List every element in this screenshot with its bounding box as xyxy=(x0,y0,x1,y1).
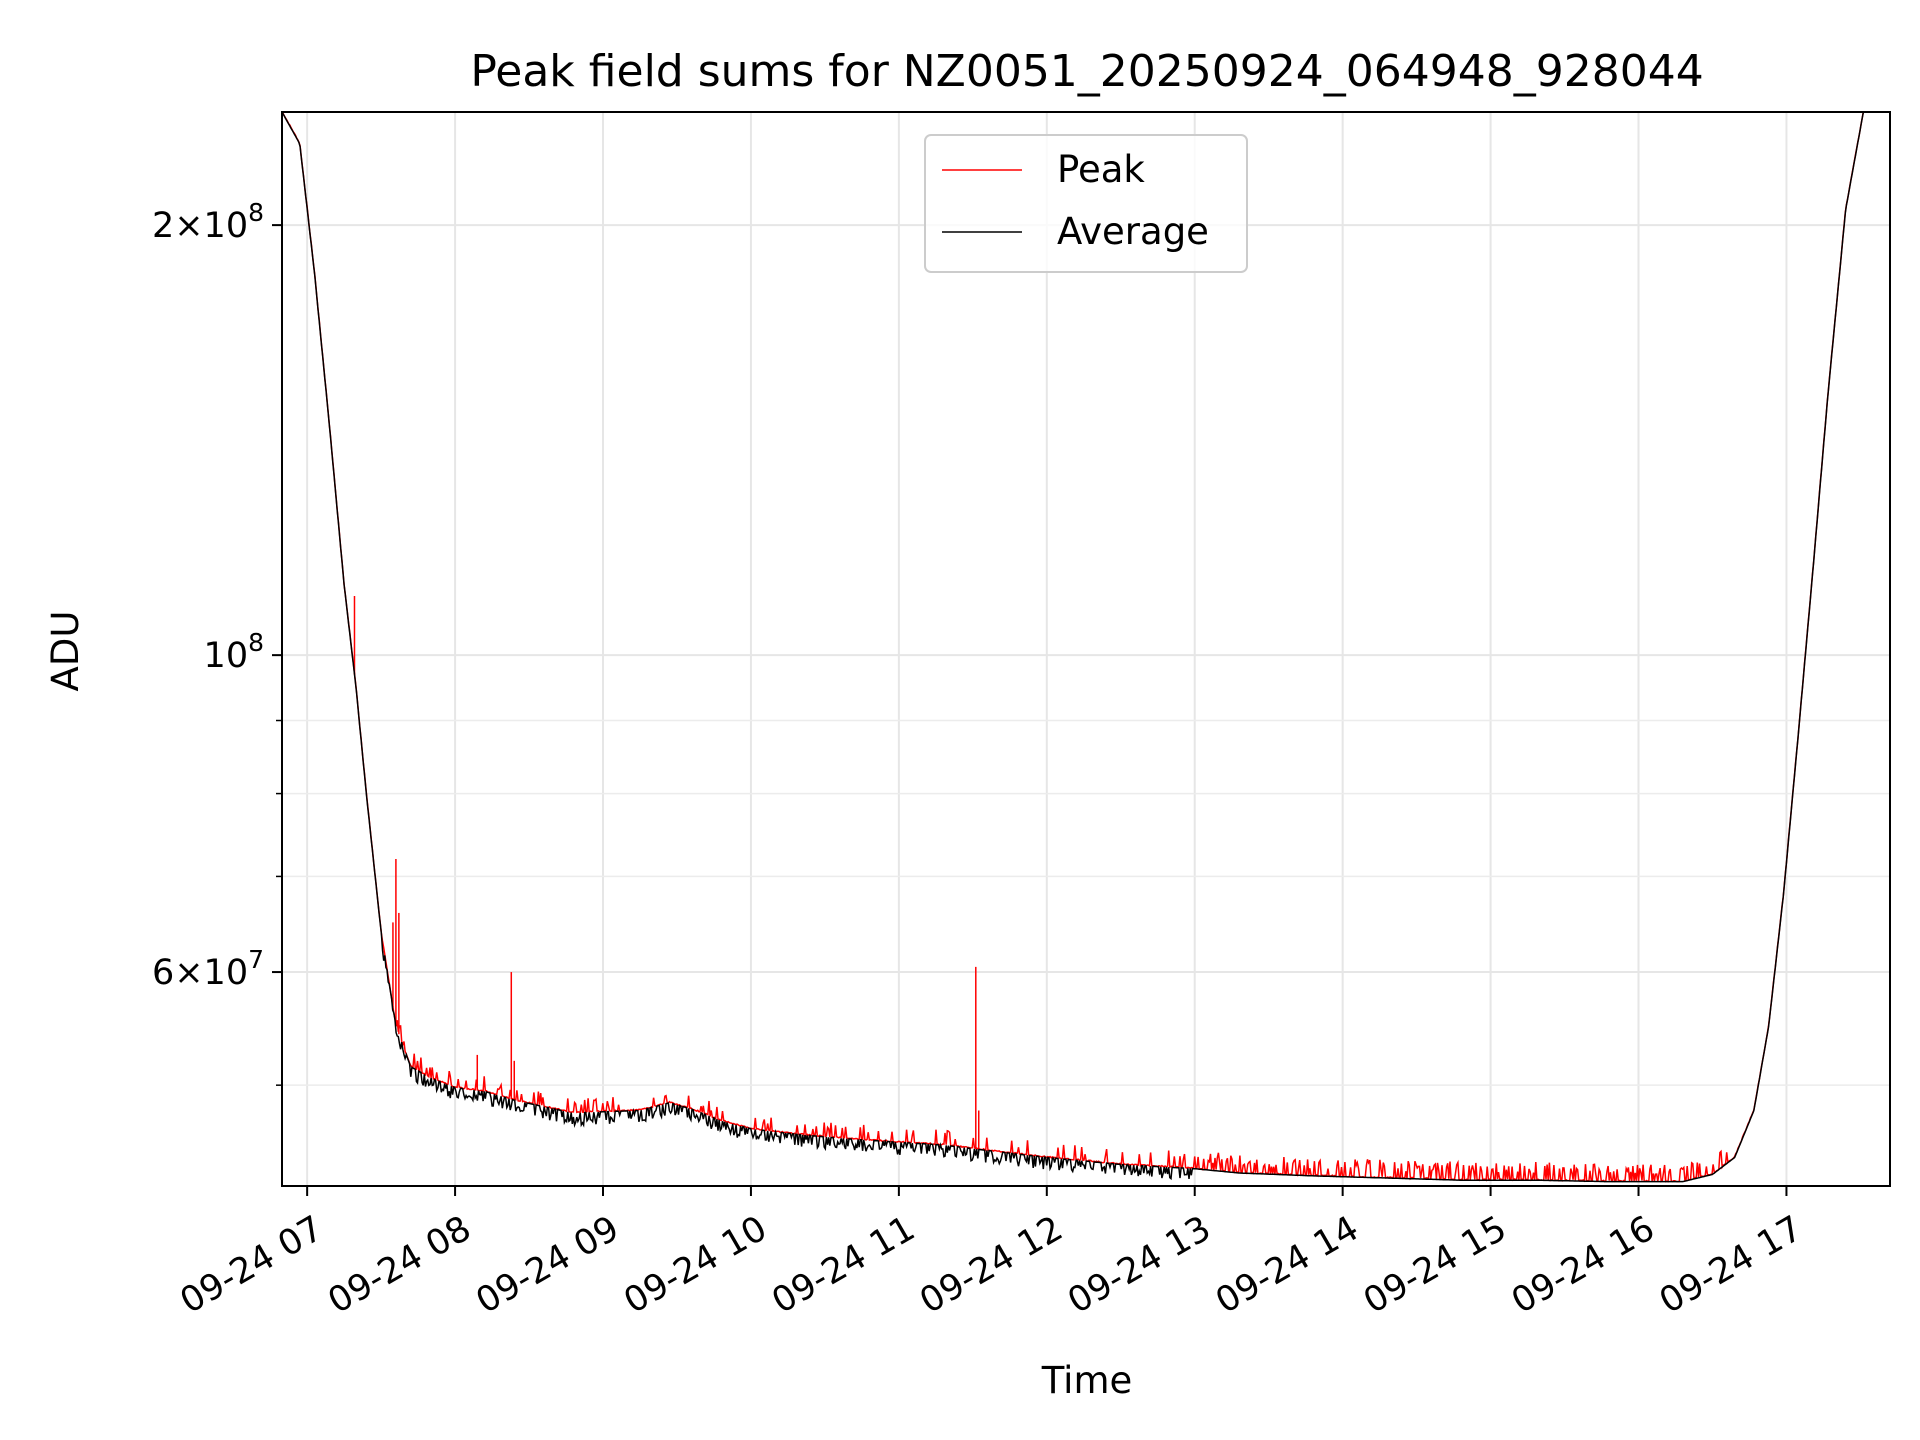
plot-area xyxy=(282,112,1865,1183)
y-tick-times: ×10 xyxy=(174,206,248,246)
legend-peak-label: Peak xyxy=(1057,148,1145,191)
series-average-line xyxy=(282,112,1865,1183)
y-tick-exponent: 8 xyxy=(248,628,264,657)
series-peak-line xyxy=(282,112,1865,1183)
y-tick-label: 108 xyxy=(204,628,264,676)
y-tick-mantissa: 6 xyxy=(152,953,174,993)
y-tick-base: 10 xyxy=(204,636,249,676)
chart-title: Peak field sums for NZ0051_20250924_0649… xyxy=(470,46,1703,97)
legend-average-label: Average xyxy=(1057,210,1209,253)
axes-frame xyxy=(281,111,1891,1187)
y-tick-label: 2×108 xyxy=(152,198,264,246)
x-axis-label: Time xyxy=(1041,1359,1133,1402)
y-tick-exponent: 7 xyxy=(248,945,264,974)
y-tick-mantissa: 2 xyxy=(152,206,174,246)
y-tick-exponent: 8 xyxy=(248,198,264,227)
y-tick-times: ×10 xyxy=(174,953,248,993)
y-tick-label: 6×107 xyxy=(152,945,264,993)
legend: Peak Average xyxy=(924,134,1248,273)
y-axis-label: ADU xyxy=(44,611,87,692)
